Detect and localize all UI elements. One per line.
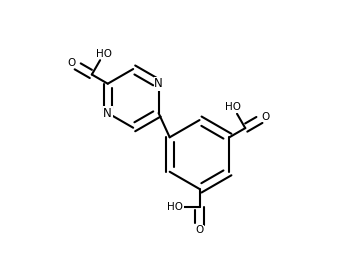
- Text: N: N: [154, 77, 163, 90]
- Text: N: N: [103, 107, 112, 119]
- Text: HO: HO: [96, 49, 112, 59]
- Text: O: O: [68, 58, 76, 68]
- Text: O: O: [195, 225, 204, 236]
- Text: O: O: [261, 111, 269, 122]
- Text: HO: HO: [225, 102, 241, 112]
- Text: HO: HO: [167, 202, 183, 212]
